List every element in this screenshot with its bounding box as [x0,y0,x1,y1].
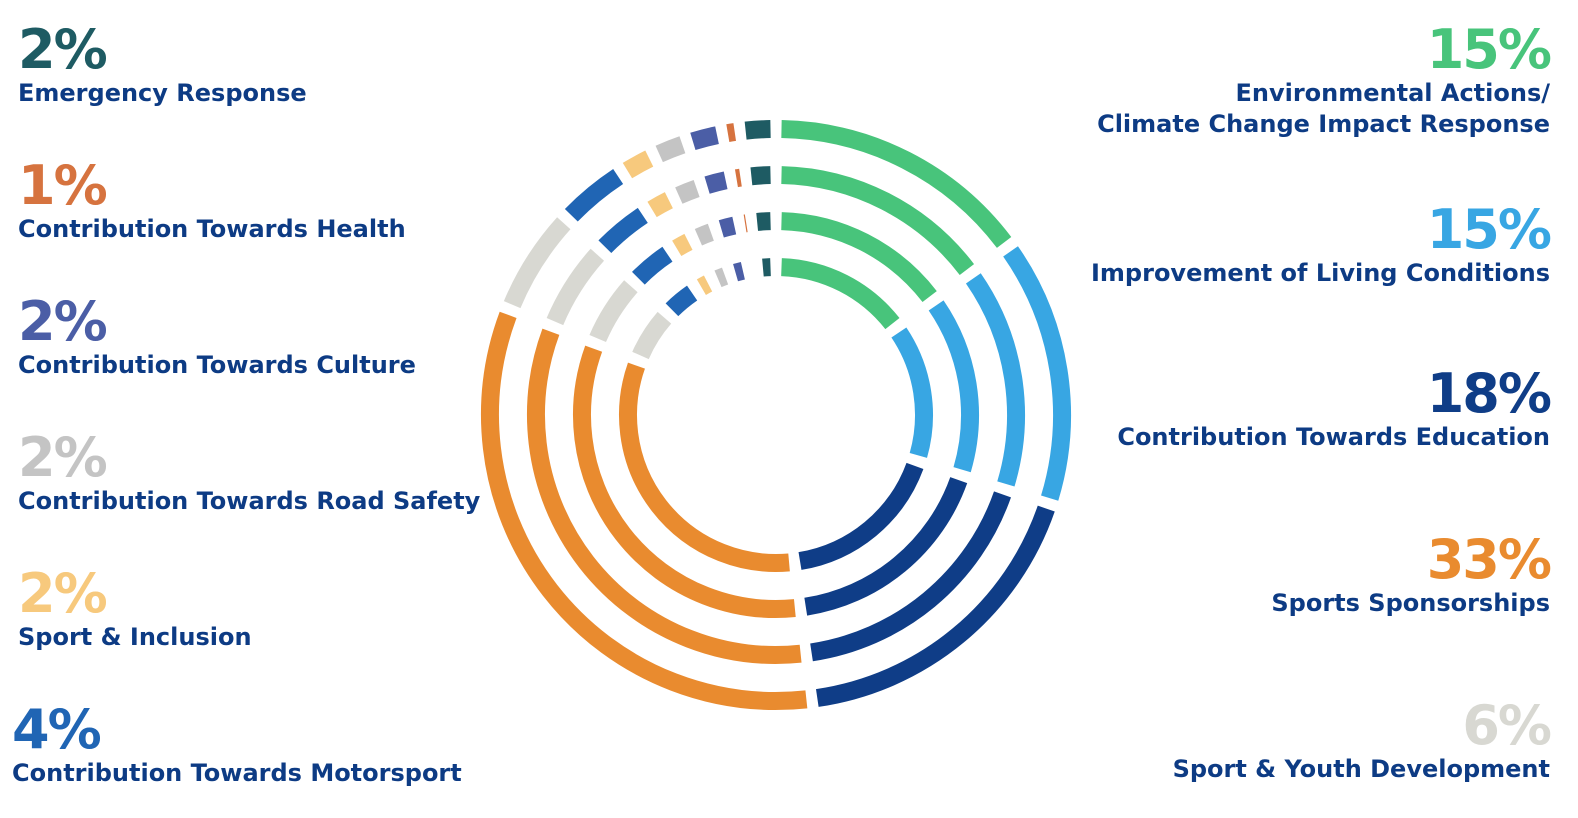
legend-sport-inclusion: 2% Sport & Inclusion [18,566,252,653]
legend-value: 2% [18,290,108,353]
legend-label: Contribution Towards Motorsport [12,759,462,787]
legend-emergency-response: 2% Emergency Response [18,22,307,109]
legend-label: Contribution Towards Education [1117,423,1550,451]
legend-label: Contribution Towards Culture [18,351,416,379]
legend-value: 2% [18,426,108,489]
ring-3-slice-2 [928,300,979,473]
ring-3-slice-11 [756,212,771,231]
ring-3-slice-6 [632,246,673,285]
legend-value: 15% [1426,18,1552,81]
ring-2-slice-6 [598,207,648,254]
ring-2-slice-4 [527,328,802,664]
ring-2-slice-3 [810,491,1011,662]
legend-value: 2% [18,562,108,625]
legend-label: Sports Sponsorships [1271,589,1550,617]
legend-environmental-actions: 15% Environmental Actions/ Climate Chang… [1097,18,1552,140]
ring-3 [573,212,979,618]
ring-1-slice-3 [815,505,1055,707]
ring-2-slice-9 [704,171,728,194]
legend-value: 6% [1462,694,1552,757]
ring-2-slice-11 [750,166,771,186]
ring-1-slice-5 [503,217,571,309]
ring-4-slice-6 [665,285,698,317]
ring-3-slice-4 [573,345,796,618]
legend-label: Contribution Towards Road Safety [18,487,481,515]
legend-label: Environmental Actions/ Climate Change Im… [1097,79,1550,138]
ring-1-slice-7 [622,150,654,179]
legend-value: 33% [1426,528,1552,591]
ring-4-slice-8 [714,267,729,288]
ring-4-slice-3 [798,462,924,570]
legend-living-conditions: 15% Improvement of Living Conditions [1090,198,1552,289]
ring-1-slice-10 [726,123,737,142]
legend-value: 4% [12,698,102,761]
legend-road-safety: 2% Contribution Towards Road Safety [18,430,480,517]
ring-1-slice-4 [481,311,808,710]
legend-label: Sport & Inclusion [18,623,252,651]
ring-1-slice-1 [781,120,1012,248]
ring-4-slice-9 [733,261,745,282]
legend-value: 15% [1426,198,1552,261]
ring-2-slice-7 [647,192,673,218]
ring-4-slice-5 [632,311,672,360]
ring-1 [481,120,1071,710]
legend-sports-sponsorships: 33% Sports Sponsorships [1271,528,1552,619]
legend-culture: 2% Contribution Towards Culture [18,294,416,381]
legend-motorsport: 4% Contribution Towards Motorsport [12,702,462,789]
legend-label: Emergency Response [18,79,307,107]
ring-3-slice-9 [718,216,737,238]
ring-3-slice-5 [589,280,638,343]
ring-1-slice-9 [690,126,719,150]
ring-4-slice-7 [696,275,713,295]
ring-1-slice-6 [564,169,624,222]
ring-2-slice-1 [781,166,975,275]
legend-youth-development: 6% Sport & Youth Development [1172,694,1552,785]
ring-4-slice-1 [780,258,900,330]
legend-value: 18% [1426,362,1552,425]
ring-3-slice-1 [781,212,937,303]
legend-value: 1% [18,154,108,217]
ring-3-slice-7 [672,233,693,257]
legend-label: Improvement of Living Conditions [1090,259,1550,287]
ring-4 [619,258,933,572]
legend-value: 2% [18,18,108,81]
ring-1-slice-2 [1003,246,1071,501]
ring-2-slice-8 [675,180,700,204]
ring-2-slice-10 [734,168,742,188]
ring-2 [527,166,1025,664]
legend-education: 18% Contribution Towards Education [1117,362,1552,453]
ring-1-slice-8 [655,136,686,163]
legend-label: Contribution Towards Health [18,215,406,243]
ring-4-slice-2 [891,327,933,458]
ring-2-slice-2 [965,273,1025,487]
ring-1-slice-11 [744,120,771,140]
ring-3-slice-8 [694,223,714,246]
ring-2-slice-5 [546,248,605,326]
ring-3-slice-3 [804,477,968,616]
legend-label: Sport & Youth Development [1172,755,1550,783]
legend-health: 1% Contribution Towards Health [18,158,406,245]
ring-4-slice-4 [619,362,790,572]
